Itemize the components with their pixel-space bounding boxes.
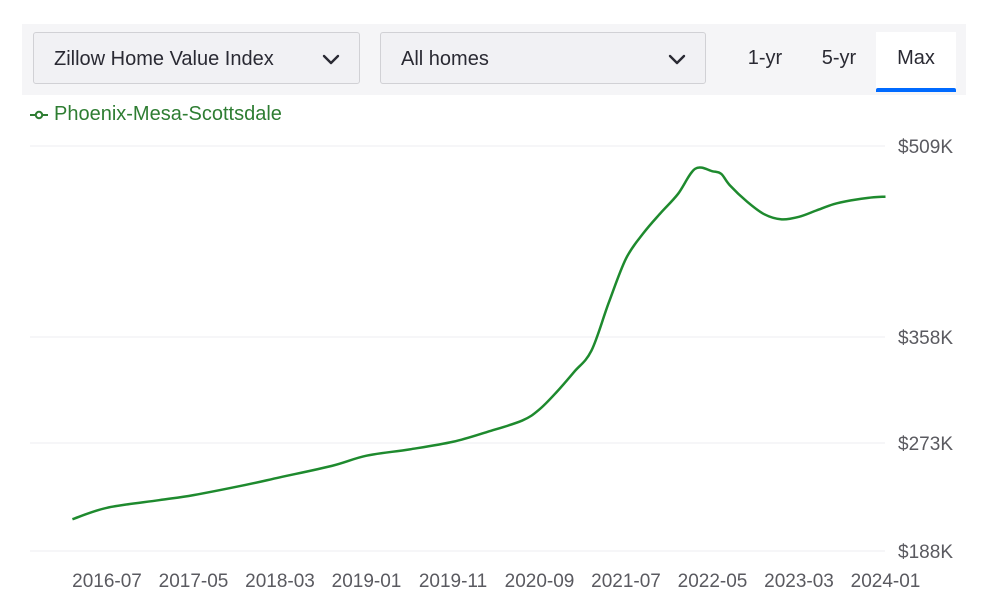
y-tick-label: $188K xyxy=(898,542,953,563)
chevron-down-icon xyxy=(322,54,340,65)
series-line-phoenix-mesa-scottsdale[interactable] xyxy=(71,166,886,521)
x-tick-label: 2019-01 xyxy=(332,571,402,592)
chart-controls: Zillow Home Value Index All homes 1-yr 5… xyxy=(22,24,966,95)
legend-marker-icon xyxy=(30,110,48,119)
range-5yr-label: 5-yr xyxy=(821,47,857,69)
range-max-button[interactable]: Max xyxy=(876,32,956,92)
legend-series-name: Phoenix-Mesa-Scottsdale xyxy=(54,103,282,125)
range-1yr-button[interactable]: 1-yr xyxy=(740,32,790,92)
chevron-down-icon xyxy=(668,54,686,65)
x-tick-label: 2016-07 xyxy=(72,571,142,592)
metric-dropdown-label: Zillow Home Value Index xyxy=(54,48,274,70)
home-type-dropdown-label: All homes xyxy=(401,48,489,70)
x-tick-label: 2023-03 xyxy=(764,571,834,592)
x-tick-label: 2021-07 xyxy=(591,571,661,592)
x-tick-label: 2022-05 xyxy=(678,571,748,592)
range-5yr-button[interactable]: 5-yr xyxy=(814,32,864,92)
range-1yr-label: 1-yr xyxy=(747,47,783,69)
y-tick-label: $509K xyxy=(898,137,953,158)
x-tick-label: 2020-09 xyxy=(505,571,575,592)
chart-legend[interactable]: Phoenix-Mesa-Scottsdale xyxy=(30,103,282,126)
metric-dropdown[interactable]: Zillow Home Value Index xyxy=(33,32,360,84)
range-max-label: Max xyxy=(897,47,935,69)
x-tick-label: 2024-01 xyxy=(851,571,921,592)
y-tick-label: $273K xyxy=(898,434,953,455)
x-tick-label: 2018-03 xyxy=(245,571,315,592)
selected-range-indicator xyxy=(876,88,956,92)
x-tick-label: 2019-11 xyxy=(419,571,487,592)
x-tick-label: 2017-05 xyxy=(159,571,229,592)
home-type-dropdown[interactable]: All homes xyxy=(380,32,706,84)
y-tick-label: $358K xyxy=(898,328,953,349)
